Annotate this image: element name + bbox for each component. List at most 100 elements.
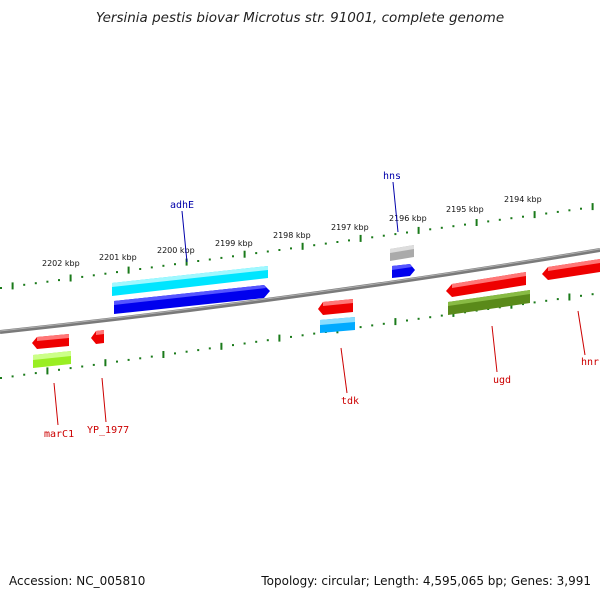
minor-tick (336, 241, 339, 243)
minor-tick (46, 280, 49, 283)
major-tick (278, 334, 281, 342)
minor-tick (208, 347, 211, 350)
gene-marC1[interactable] (32, 334, 69, 349)
major-tick (533, 211, 536, 219)
minor-tick (266, 339, 269, 342)
minor-tick (11, 375, 14, 378)
minor-tick (313, 244, 316, 247)
minor-tick (522, 215, 524, 218)
major-tick (394, 318, 397, 326)
kbp-label: 2202 kbp (42, 259, 80, 268)
minor-tick (139, 357, 142, 360)
kbp-label: 2200 kbp (157, 246, 195, 255)
gene-lime[interactable] (33, 351, 71, 368)
minor-tick (243, 342, 246, 345)
major-tick (46, 367, 49, 375)
gene-hns-gray[interactable] (390, 245, 414, 261)
minor-tick (266, 250, 269, 253)
minor-tick (69, 367, 72, 370)
kbp-label: 2199 kbp (215, 239, 253, 248)
minor-tick (348, 239, 350, 242)
minor-tick (394, 233, 397, 236)
minor-tick (429, 228, 432, 231)
minor-tick (556, 210, 559, 213)
minor-tick (406, 319, 408, 322)
minor-tick (208, 258, 211, 261)
major-tick (591, 203, 594, 211)
minor-tick (197, 260, 200, 262)
genome-summary-text: Topology: circular; Length: 4,595,065 bp… (261, 574, 591, 588)
minor-tick (278, 249, 281, 251)
minor-tick (162, 264, 165, 267)
minor-tick (232, 255, 234, 258)
label-leaders (53, 181, 586, 426)
minor-tick (92, 363, 95, 366)
major-tick (104, 359, 107, 367)
gene-hnr[interactable] (542, 259, 600, 280)
gene-sky[interactable] (320, 317, 355, 333)
minor-tick (359, 326, 362, 329)
minor-tick (522, 303, 524, 306)
kbp-label: 2195 kbp (446, 205, 484, 214)
gene-label-tdk[interactable]: tdk (341, 396, 359, 407)
major-tick (127, 266, 130, 274)
minor-tick (139, 268, 142, 270)
minor-tick (464, 223, 466, 226)
gene-label-hnr[interactable]: hnr (581, 357, 599, 368)
minor-tick (580, 294, 582, 297)
major-tick (359, 234, 362, 242)
minor-tick (429, 316, 432, 319)
minor-tick (197, 349, 200, 352)
kbp-label: 2197 kbp (331, 223, 369, 232)
minor-tick (23, 373, 26, 376)
gene-YP_1977[interactable] (91, 330, 104, 344)
major-tick (69, 274, 72, 282)
gene-label-YP_1977[interactable]: YP_1977 (87, 425, 129, 436)
minor-tick (568, 209, 571, 212)
gene-tdk[interactable] (318, 299, 353, 315)
minor-tick (417, 317, 420, 320)
gene-adhE-cyan[interactable] (112, 266, 268, 296)
minor-tick (371, 236, 374, 239)
minor-tick (232, 344, 234, 347)
major-tick (11, 282, 14, 290)
gene-label-adhE[interactable]: adhE (170, 200, 194, 211)
minor-tick (34, 282, 37, 285)
minor-tick (185, 350, 188, 353)
kbp-label: 2194 kbp (504, 195, 542, 204)
minor-tick (545, 299, 548, 302)
minor-tick (58, 279, 60, 282)
minor-tick (104, 272, 107, 275)
genome-title: Yersinia pestis biovar Microtus str. 910… (95, 10, 505, 26)
minor-tick (382, 234, 385, 237)
minor-tick (116, 360, 118, 363)
minor-tick (498, 218, 501, 221)
minor-tick (116, 271, 118, 274)
gene-label-ugd[interactable]: ugd (493, 375, 511, 386)
minor-tick (580, 207, 582, 210)
minor-tick (440, 226, 443, 229)
minor-tick (556, 298, 559, 301)
major-tick (475, 219, 478, 226)
gene-blue-forward[interactable] (114, 285, 270, 314)
chromosome-backbone (0, 248, 600, 334)
kbp-label: 2201 kbp (99, 253, 137, 262)
minor-tick (255, 340, 258, 343)
minor-tick (174, 263, 176, 266)
major-tick (220, 342, 223, 350)
minor-tick (290, 335, 292, 338)
minor-tick (255, 252, 258, 255)
gene-olive[interactable] (448, 290, 530, 315)
minor-tick (150, 355, 153, 358)
minor-tick (127, 358, 130, 361)
gene-label-hns[interactable]: hns (383, 171, 401, 182)
minor-tick (220, 256, 223, 259)
gene-ugd[interactable] (446, 272, 526, 297)
gene-label-marC1[interactable]: marC1 (44, 429, 74, 440)
major-tick (243, 250, 246, 258)
major-tick (162, 351, 165, 358)
minor-tick (406, 231, 408, 234)
gene-blue-small[interactable] (392, 264, 415, 278)
minor-tick (34, 372, 37, 375)
